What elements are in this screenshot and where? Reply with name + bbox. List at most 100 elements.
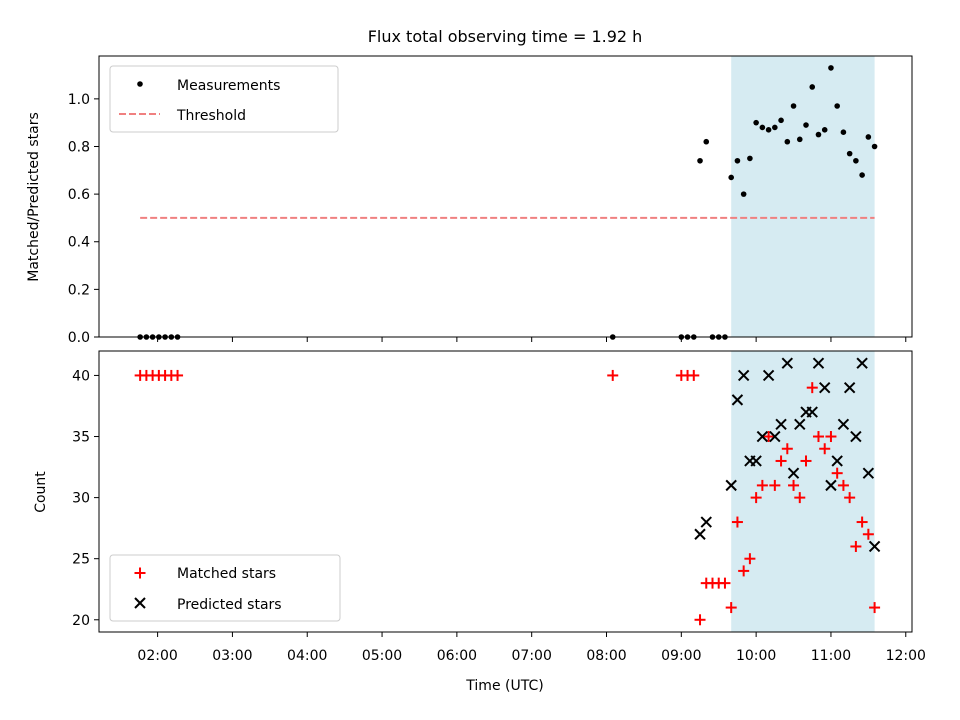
measurement-point	[734, 157, 741, 164]
measurement-point	[703, 138, 710, 145]
predicted-star-point	[775, 418, 787, 431]
matched-star-point	[837, 479, 849, 491]
matched-star-point	[794, 492, 806, 504]
matched-star-point	[688, 369, 700, 381]
bottom-axes-frame	[98, 350, 913, 633]
legend-threshold-label: Threshold	[176, 108, 246, 124]
matched-star-point	[869, 602, 881, 614]
matched-star-point	[806, 382, 818, 394]
x-tick-label: 05:00	[362, 648, 402, 664]
top-legend-box	[109, 65, 339, 133]
bottom-y-tick-label: 25	[72, 552, 90, 568]
legend-matched-marker	[134, 567, 146, 579]
measurement-point	[728, 174, 734, 181]
measurement-point	[809, 84, 816, 90]
top-y-tick-label: 0.0	[68, 330, 90, 346]
x-tick-label: 04:00	[287, 648, 327, 664]
matched-star-point	[788, 479, 800, 491]
measurement-point	[871, 143, 878, 150]
predicted-star-point	[737, 369, 750, 382]
x-axis: 02:00 03:00 04:00 05:00 06:00 07:00 08:00 09:00…	[137, 632, 926, 664]
x-tick-label: 07:00	[512, 648, 552, 664]
measurement-point	[765, 127, 772, 133]
measurement-point	[865, 134, 872, 140]
matched-star-point	[719, 577, 731, 589]
matched-star-point	[825, 431, 837, 443]
bottom-y-axis-label: Count	[33, 471, 49, 513]
matched-star-point	[607, 369, 619, 381]
predicted-star-point	[868, 540, 881, 553]
matched-star-point	[831, 467, 843, 479]
top-x-ticks	[157, 337, 907, 342]
predicted-star-point	[812, 357, 825, 369]
measurement-point	[759, 124, 766, 131]
predicted-star-point	[862, 467, 875, 479]
x-tick-label: 10:00	[736, 648, 776, 664]
predicted-star-point	[787, 467, 800, 479]
measurement-point	[821, 127, 828, 133]
top-y-tick-label: 1.0	[68, 92, 90, 108]
measurement-point	[859, 172, 865, 178]
x-tick-label: 11:00	[811, 648, 851, 664]
bottom-y-axis: 20 25 30 35 40	[72, 368, 99, 629]
top-legend: Measurements Threshold	[109, 65, 339, 133]
matched-star-point	[781, 443, 793, 455]
x-tick-label: 09:00	[661, 648, 701, 664]
measurement-point	[784, 138, 791, 145]
measurements-panel: 0.0 0.2 0.4 0.6 0.8 1.0 Matched/Predicted sta…	[26, 55, 913, 346]
x-tick-label: 06:00	[437, 648, 477, 664]
top-y-tick-label: 0.6	[68, 187, 90, 203]
matched-star-point	[731, 516, 743, 528]
matched-star-point	[763, 431, 775, 443]
bottom-y-tick-label: 35	[72, 430, 90, 446]
top-axes-frame	[98, 55, 913, 338]
predicted-star-point	[756, 430, 769, 443]
predicted-star-point	[781, 357, 794, 369]
matched-star-point	[856, 516, 868, 528]
predicted-star-point	[819, 381, 831, 394]
legend-matched-plus	[134, 567, 146, 579]
bottom-y-tick-label: 30	[72, 491, 90, 507]
legend-measurements-label: Measurements	[177, 78, 280, 94]
predicted-star-point	[794, 418, 806, 431]
observing-window-shade-bottom	[731, 351, 875, 632]
counts-panel: 20 25 30 35 40 02:00 03:00 04:00 05:00 06:00 07:0…	[33, 350, 926, 694]
measurement-point	[853, 157, 859, 164]
matched-star-point	[744, 553, 756, 565]
predicted-star-point	[769, 430, 781, 443]
matched-star-point	[800, 455, 812, 467]
predicted-star-point	[825, 479, 837, 492]
top-y-tick-label: 0.8	[68, 139, 90, 155]
predicted-star-point	[725, 479, 737, 492]
matched-star-point	[738, 565, 750, 577]
measurement-point	[778, 117, 784, 124]
measurement-point	[740, 191, 747, 197]
predicted-star-point	[750, 455, 762, 467]
top-y-tick-label: 0.4	[68, 235, 90, 251]
predicted-star-point	[731, 394, 744, 406]
measurement-point	[834, 103, 840, 109]
bottom-y-tick-label: 20	[72, 613, 90, 629]
matched-stars-series	[134, 369, 881, 626]
predicted-star-point	[762, 369, 775, 382]
measurement-point	[828, 65, 834, 71]
chart-title: Flux total observing time = 1.92 h	[368, 27, 643, 46]
measurement-point	[840, 129, 847, 136]
matched-star-point	[775, 455, 787, 467]
legend-predicted-marker	[134, 597, 146, 609]
legend-matched-label: Matched stars	[177, 566, 276, 582]
x-tick-label: 02:00	[137, 648, 177, 664]
measurement-point	[815, 131, 822, 138]
measurement-point	[796, 136, 803, 143]
matched-star-point	[850, 540, 862, 552]
predicted-star-point	[843, 381, 856, 394]
observing-window-shade-top	[731, 56, 875, 337]
measurement-point	[772, 124, 778, 131]
predicted-star-point	[850, 430, 862, 443]
top-y-axis-label: Matched/Predicted stars	[26, 112, 42, 282]
x-axis-label: Time (UTC)	[465, 678, 543, 694]
matched-star-point	[172, 369, 184, 381]
predicted-star-point	[694, 528, 706, 540]
x-tick-label: 12:00	[886, 648, 926, 664]
measurement-point	[790, 103, 797, 109]
